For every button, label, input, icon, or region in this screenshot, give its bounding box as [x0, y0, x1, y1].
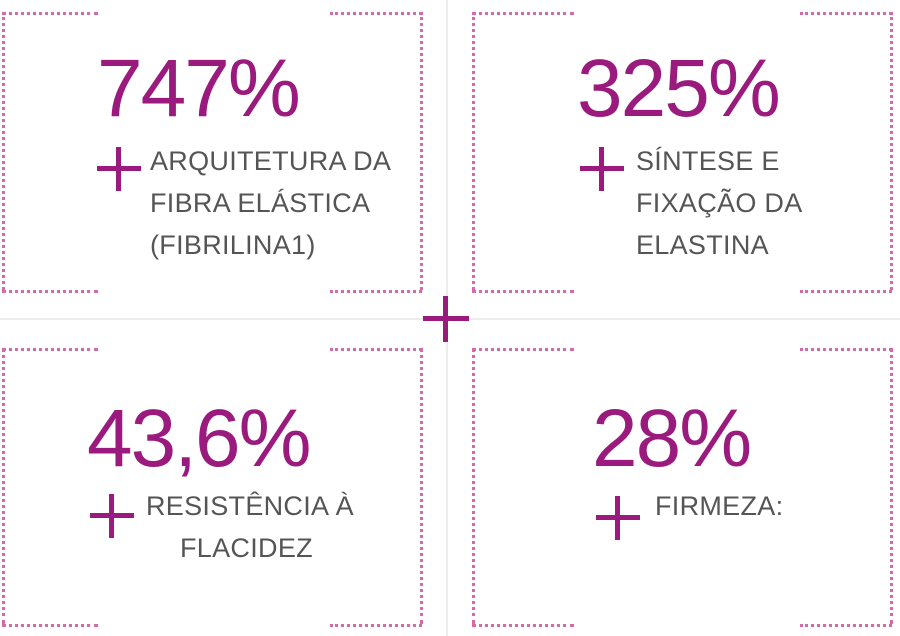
plus-icon	[90, 494, 134, 538]
stat-description: FIRMEZA:	[655, 485, 783, 527]
center-plus-icon	[423, 296, 469, 342]
dotted-border-right	[420, 348, 423, 624]
stat-description: RESISTÊNCIA À FLACIDEZ	[146, 485, 354, 569]
dotted-border-left	[472, 348, 475, 624]
dotted-border-bottom-right	[330, 290, 422, 293]
plus-icon	[596, 496, 640, 540]
stat-description: SÍNTESE E FIXAÇÃO DA ELASTINA	[636, 140, 803, 266]
dotted-border-bottom-right	[800, 290, 892, 293]
description-line: FIRMEZA:	[655, 491, 784, 521]
dotted-border-bottom-left	[2, 624, 98, 627]
description-line: ARQUITETURA DA	[150, 146, 392, 176]
description-line: RESISTÊNCIA À	[146, 491, 354, 521]
dotted-border-right	[420, 12, 423, 290]
dotted-border-bottom-right	[800, 624, 892, 627]
dotted-border-top-left	[472, 348, 574, 351]
dotted-border-left	[2, 348, 5, 624]
dotted-border-top-left	[2, 348, 98, 351]
dotted-border-top-left	[472, 12, 574, 15]
dotted-border-top-right	[800, 348, 892, 351]
stat-value: 325%	[577, 43, 781, 134]
description-line: ELASTINA	[636, 230, 769, 260]
dotted-border-right	[890, 348, 893, 624]
dotted-border-bottom-left	[472, 290, 574, 293]
dotted-border-top-left	[2, 12, 98, 15]
dotted-border-left	[472, 12, 475, 290]
dotted-border-top-right	[800, 12, 892, 15]
plus-icon	[97, 147, 141, 191]
dotted-border-bottom-left	[2, 290, 98, 293]
dotted-border-top-right	[330, 348, 422, 351]
stat-value: 43,6%	[87, 393, 312, 484]
description-line: FIBRA ELÁSTICA	[150, 188, 371, 218]
dotted-border-bottom-right	[330, 624, 422, 627]
stat-value: 28%	[592, 393, 752, 484]
stat-value: 747%	[97, 43, 301, 134]
plus-icon	[580, 147, 624, 191]
description-line: FIXAÇÃO DA	[636, 188, 803, 218]
description-line: SÍNTESE E	[636, 146, 780, 176]
stat-description: ARQUITETURA DA FIBRA ELÁSTICA (FIBRILINA…	[150, 140, 391, 266]
description-line: FLACIDEZ	[180, 533, 313, 563]
description-line: (FIBRILINA1)	[150, 230, 316, 260]
dotted-border-left	[2, 12, 5, 290]
dotted-border-top-right	[330, 12, 422, 15]
dotted-border-right	[890, 12, 893, 290]
dotted-border-bottom-left	[472, 624, 574, 627]
